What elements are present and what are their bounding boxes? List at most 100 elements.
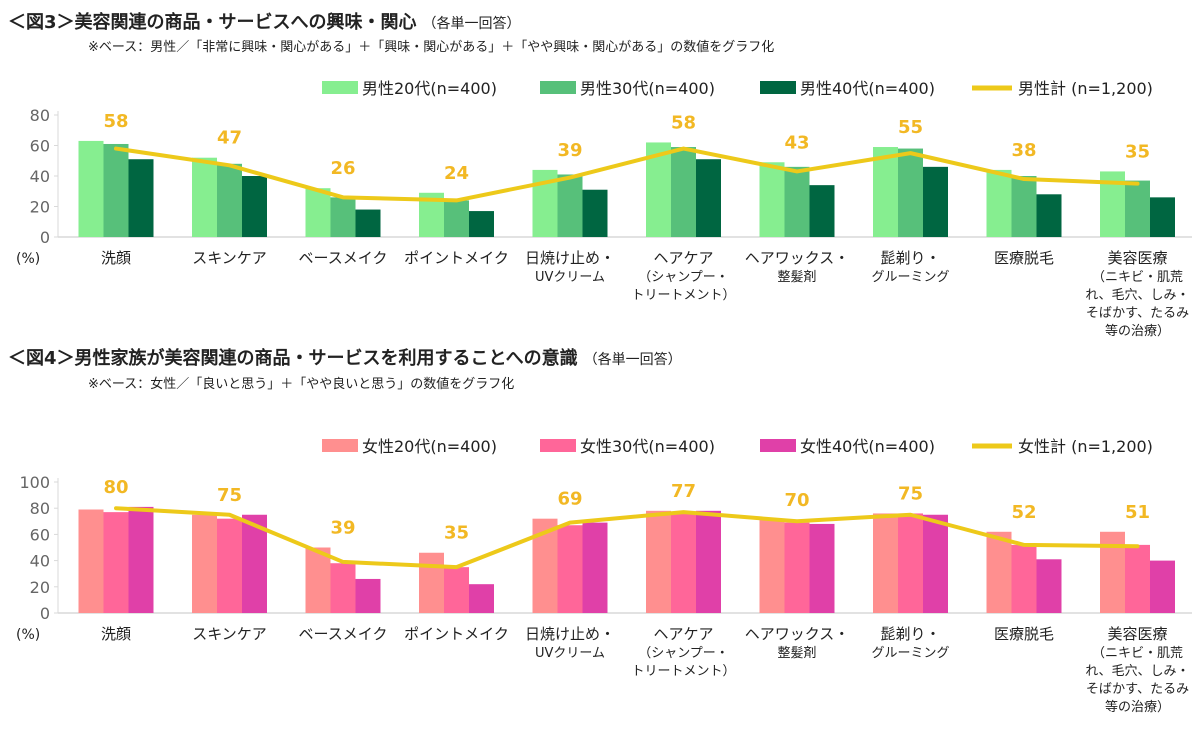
bar [696, 159, 721, 237]
y-tick-label: 20 [30, 198, 50, 217]
bar [582, 189, 608, 237]
bar [582, 522, 608, 613]
bar [330, 563, 356, 613]
legend-swatch [760, 81, 796, 94]
legend-label: 女性30代(n=400) [580, 437, 715, 456]
bar [671, 512, 696, 613]
data-label: 75 [898, 483, 923, 504]
bar [784, 522, 810, 613]
category-label: 等の治療） [1105, 699, 1170, 715]
data-label: 39 [330, 518, 355, 539]
bar [444, 567, 469, 613]
bar [103, 143, 129, 237]
category-label: 髭剃り・ [880, 625, 940, 643]
chart2-note: （各単一回答） [583, 352, 682, 368]
bar [1125, 180, 1150, 237]
data-label: 58 [671, 112, 696, 133]
legend-label: 女性計 (n=1,200) [1018, 437, 1153, 456]
category-label: 美容医療 [1107, 625, 1167, 643]
legend-swatch [322, 81, 358, 94]
category-label: 等の治療） [1105, 323, 1170, 339]
legend-label: 男性30代(n=400) [580, 79, 715, 98]
data-label: 70 [784, 490, 809, 511]
category-label: 整髪剤 [777, 269, 816, 285]
data-label: 51 [1125, 502, 1150, 523]
bar [557, 174, 583, 237]
data-label: 58 [103, 111, 128, 132]
bar [1011, 176, 1037, 237]
category-label: 整髪剤 [777, 645, 816, 661]
bar [355, 209, 381, 237]
bar [646, 510, 671, 613]
bar [923, 166, 948, 237]
category-label: 医療脱毛 [994, 249, 1054, 267]
bar [1150, 197, 1175, 237]
bar [217, 163, 242, 237]
legend-swatch [540, 81, 576, 94]
category-label: 洗顔 [101, 625, 131, 643]
bar [469, 211, 494, 237]
bar [242, 514, 267, 613]
bar [557, 525, 583, 613]
bar [759, 162, 785, 237]
category-label: 髭剃り・ [880, 249, 940, 267]
bar [898, 148, 923, 237]
legend-swatch [760, 439, 796, 452]
bar [305, 188, 331, 237]
data-label: 26 [330, 158, 355, 179]
category-label: （シャンプー・ [638, 270, 729, 285]
bar [986, 169, 1012, 237]
category-label: （ニキビ・肌荒 [1092, 270, 1183, 285]
data-label: 38 [1011, 140, 1036, 161]
bar [1036, 559, 1062, 613]
bar [809, 523, 835, 613]
legend-label: 男性40代(n=400) [800, 79, 935, 98]
bar [78, 509, 104, 613]
category-label: ヘアワックス・ [745, 249, 850, 267]
chart2-subtitle: ※ベース：女性／「良いと思う」＋「やや良いと思う」の数値をグラフ化 [88, 377, 515, 392]
total-line [114, 506, 1140, 570]
category-label: UVクリーム [535, 270, 605, 285]
category-label: 日焼け止め・ [525, 625, 615, 643]
category-label: れ、毛穴、しみ・ [1085, 664, 1189, 679]
bar [873, 513, 898, 613]
bar [873, 147, 898, 237]
bar [128, 506, 154, 613]
bar [128, 159, 154, 237]
bar [1150, 560, 1175, 613]
bar [217, 518, 242, 613]
data-label: 77 [671, 481, 696, 502]
category-label: （ニキビ・肌荒 [1092, 646, 1183, 661]
category-label: ヘアケア [653, 625, 713, 643]
y-tick-label: 40 [30, 552, 50, 571]
category-label: グルーミング [871, 270, 949, 285]
y-tick-label: 80 [30, 106, 50, 125]
category-label: 日焼け止め・ [525, 249, 615, 267]
bar [242, 176, 267, 237]
bar [78, 140, 104, 237]
legend-swatch [540, 439, 576, 452]
legend-label: 女性40代(n=400) [800, 437, 935, 456]
bar [355, 578, 381, 613]
bar [192, 157, 217, 237]
bar [305, 547, 331, 613]
bar [330, 197, 356, 237]
category-label: ベースメイク [299, 625, 388, 643]
bar [103, 512, 129, 613]
category-label: れ、毛穴、しみ・ [1085, 288, 1189, 303]
legend-swatch [322, 439, 358, 452]
bar [671, 147, 696, 237]
data-label: 75 [217, 485, 242, 506]
chart2-title: ＜図4＞男性家族が美容関連の商品・サービスを利用することへの意識 （各単一回答） [8, 344, 682, 370]
bar [192, 514, 217, 613]
bar [696, 510, 721, 613]
bar [898, 513, 923, 613]
bar [759, 519, 785, 613]
category-label: そばかす、たるみ [1086, 306, 1189, 321]
bar [444, 200, 469, 237]
legend-label: 女性20代(n=400) [362, 437, 497, 456]
data-label: 43 [784, 132, 809, 153]
data-label: 47 [217, 128, 242, 149]
legend-label: 男性計 (n=1,200) [1018, 79, 1153, 98]
chart1-subtitle: ※ベース：男性／「非常に興味・関心がある」＋「興味・関心がある」＋「やや興味・関… [88, 40, 775, 55]
